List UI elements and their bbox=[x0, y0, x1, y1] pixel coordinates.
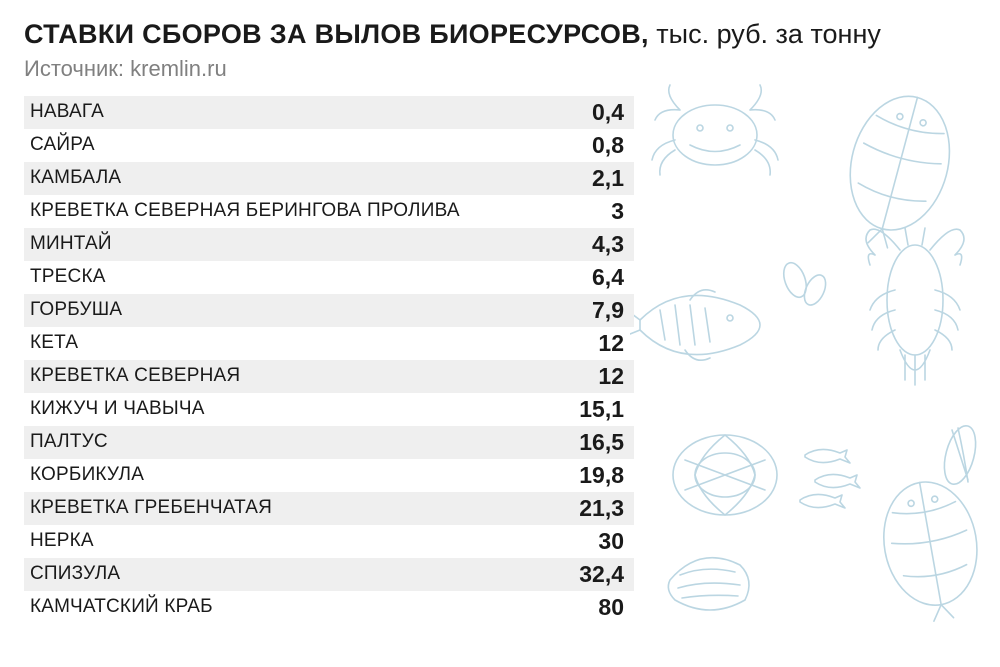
row-label: ГОРБУША bbox=[30, 299, 554, 321]
row-label: КРЕВЕТКА СЕВЕРНАЯ БЕРИНГОВА ПРОЛИВА bbox=[30, 200, 554, 222]
row-label: КРЕВЕТКА СЕВЕРНАЯ bbox=[30, 365, 554, 387]
table-row: НЕРКА30 bbox=[24, 525, 634, 558]
row-label: МИНТАЙ bbox=[30, 233, 554, 255]
row-value: 80 bbox=[554, 594, 624, 621]
row-value: 19,8 bbox=[554, 462, 624, 489]
row-value: 7,9 bbox=[554, 297, 624, 324]
row-value: 30 bbox=[554, 528, 624, 555]
row-value: 32,4 bbox=[554, 561, 624, 588]
row-value: 16,5 bbox=[554, 429, 624, 456]
row-label: САЙРА bbox=[30, 134, 554, 156]
row-value: 21,3 bbox=[554, 495, 624, 522]
row-label: СПИЗУЛА bbox=[30, 563, 554, 585]
row-value: 12 bbox=[554, 330, 624, 357]
row-value: 12 bbox=[554, 363, 624, 390]
row-value: 2,1 bbox=[554, 165, 624, 192]
source-line: Источник: kremlin.ru bbox=[24, 56, 980, 82]
table-row: ПАЛТУС16,5 bbox=[24, 426, 634, 459]
row-label: НАВАГА bbox=[30, 101, 554, 123]
table-row: КАМЧАТСКИЙ КРАБ80 bbox=[24, 591, 634, 624]
table-row: КОРБИКУЛА19,8 bbox=[24, 459, 634, 492]
table-row: ГОРБУША7,9 bbox=[24, 294, 634, 327]
row-label: КАМЧАТСКИЙ КРАБ bbox=[30, 596, 554, 618]
page-title: СТАВКИ СБОРОВ ЗА ВЫЛОВ БИОРЕСУРСОВ, тыс.… bbox=[24, 18, 980, 52]
table-row: КРЕВЕТКА СЕВЕРНАЯ БЕРИНГОВА ПРОЛИВА3 bbox=[24, 195, 634, 228]
table-row: КРЕВЕТКА СЕВЕРНАЯ12 bbox=[24, 360, 634, 393]
title-bold-part: СТАВКИ СБОРОВ ЗА ВЫЛОВ БИОРЕСУРСОВ, bbox=[24, 19, 649, 49]
table-row: КАМБАЛА2,1 bbox=[24, 162, 634, 195]
table-row: КРЕВЕТКА ГРЕБЕНЧАТАЯ21,3 bbox=[24, 492, 634, 525]
table-row: ТРЕСКА6,4 bbox=[24, 261, 634, 294]
row-label: ТРЕСКА bbox=[30, 266, 554, 288]
row-label: КИЖУЧ И ЧАВЫЧА bbox=[30, 398, 554, 420]
table-row: КЕТА12 bbox=[24, 327, 634, 360]
table-row: НАВАГА0,4 bbox=[24, 96, 634, 129]
table-row: МИНТАЙ4,3 bbox=[24, 228, 634, 261]
row-label: КЕТА bbox=[30, 332, 554, 354]
row-value: 4,3 bbox=[554, 231, 624, 258]
row-label: НЕРКА bbox=[30, 530, 554, 552]
rates-table: НАВАГА0,4САЙРА0,8КАМБАЛА2,1КРЕВЕТКА СЕВЕ… bbox=[24, 96, 634, 624]
row-value: 0,4 bbox=[554, 99, 624, 126]
title-rest-part: тыс. руб. за тонну bbox=[649, 19, 881, 49]
table-row: КИЖУЧ И ЧАВЫЧА15,1 bbox=[24, 393, 634, 426]
row-label: КАМБАЛА bbox=[30, 167, 554, 189]
row-value: 15,1 bbox=[554, 396, 624, 423]
table-row: САЙРА0,8 bbox=[24, 129, 634, 162]
table-row: СПИЗУЛА32,4 bbox=[24, 558, 634, 591]
row-label: КОРБИКУЛА bbox=[30, 464, 554, 486]
row-label: ПАЛТУС bbox=[30, 431, 554, 453]
row-label: КРЕВЕТКА ГРЕБЕНЧАТАЯ bbox=[30, 497, 554, 519]
row-value: 3 bbox=[554, 198, 624, 225]
row-value: 6,4 bbox=[554, 264, 624, 291]
row-value: 0,8 bbox=[554, 132, 624, 159]
